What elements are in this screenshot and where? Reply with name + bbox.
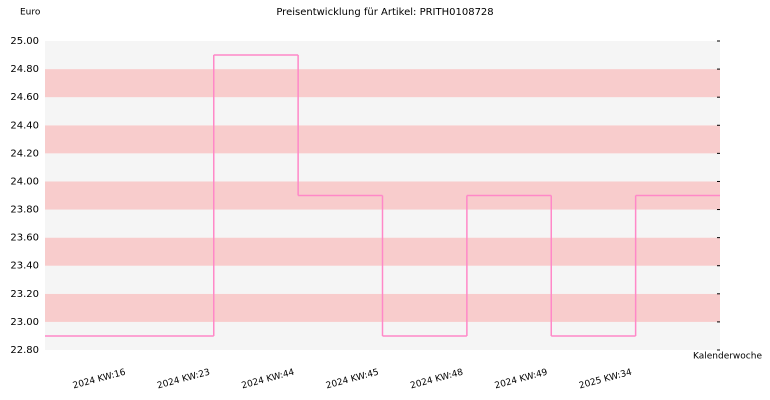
- y-tick-label: 24.60: [10, 92, 39, 103]
- x-tick-label: 2024 KW:48: [409, 368, 464, 392]
- y-tick-label: 23.40: [10, 261, 39, 272]
- step-line: [45, 54, 720, 337]
- y-tick-label: 23.80: [10, 205, 39, 216]
- background-band: [45, 125, 720, 154]
- background-band: [45, 97, 720, 126]
- y-tick-label: 23.60: [10, 233, 39, 244]
- background-band: [45, 41, 720, 70]
- y-tick-label: 24.80: [10, 64, 39, 75]
- y-tick-label: 24.00: [10, 176, 39, 187]
- background-band: [45, 69, 720, 98]
- x-tick-label: 2024 KW:49: [494, 368, 549, 392]
- x-tick-label: 2024 KW:23: [156, 368, 211, 392]
- y-tick-label: 25.00: [10, 36, 39, 47]
- y-tick-label: 22.80: [10, 345, 39, 356]
- y-tick-label: 23.20: [10, 289, 39, 300]
- y-tick-label: 24.20: [10, 148, 39, 159]
- chart-title: Preisentwicklung für Artikel: PRITH01087…: [276, 7, 493, 18]
- x-tick-label: 2024 KW:45: [325, 368, 380, 392]
- background-band: [45, 153, 720, 182]
- x-axis-label: Kalenderwoche: [693, 352, 762, 362]
- x-tick-label: 2025 KW:34: [578, 368, 633, 392]
- y-tick-label: 23.00: [10, 317, 39, 328]
- x-tick-label: 2024 KW:44: [241, 368, 296, 392]
- y-axis-label: Euro: [20, 8, 41, 18]
- y-tick-label: 24.40: [10, 120, 39, 131]
- x-tick-label: 2024 KW:16: [72, 368, 127, 392]
